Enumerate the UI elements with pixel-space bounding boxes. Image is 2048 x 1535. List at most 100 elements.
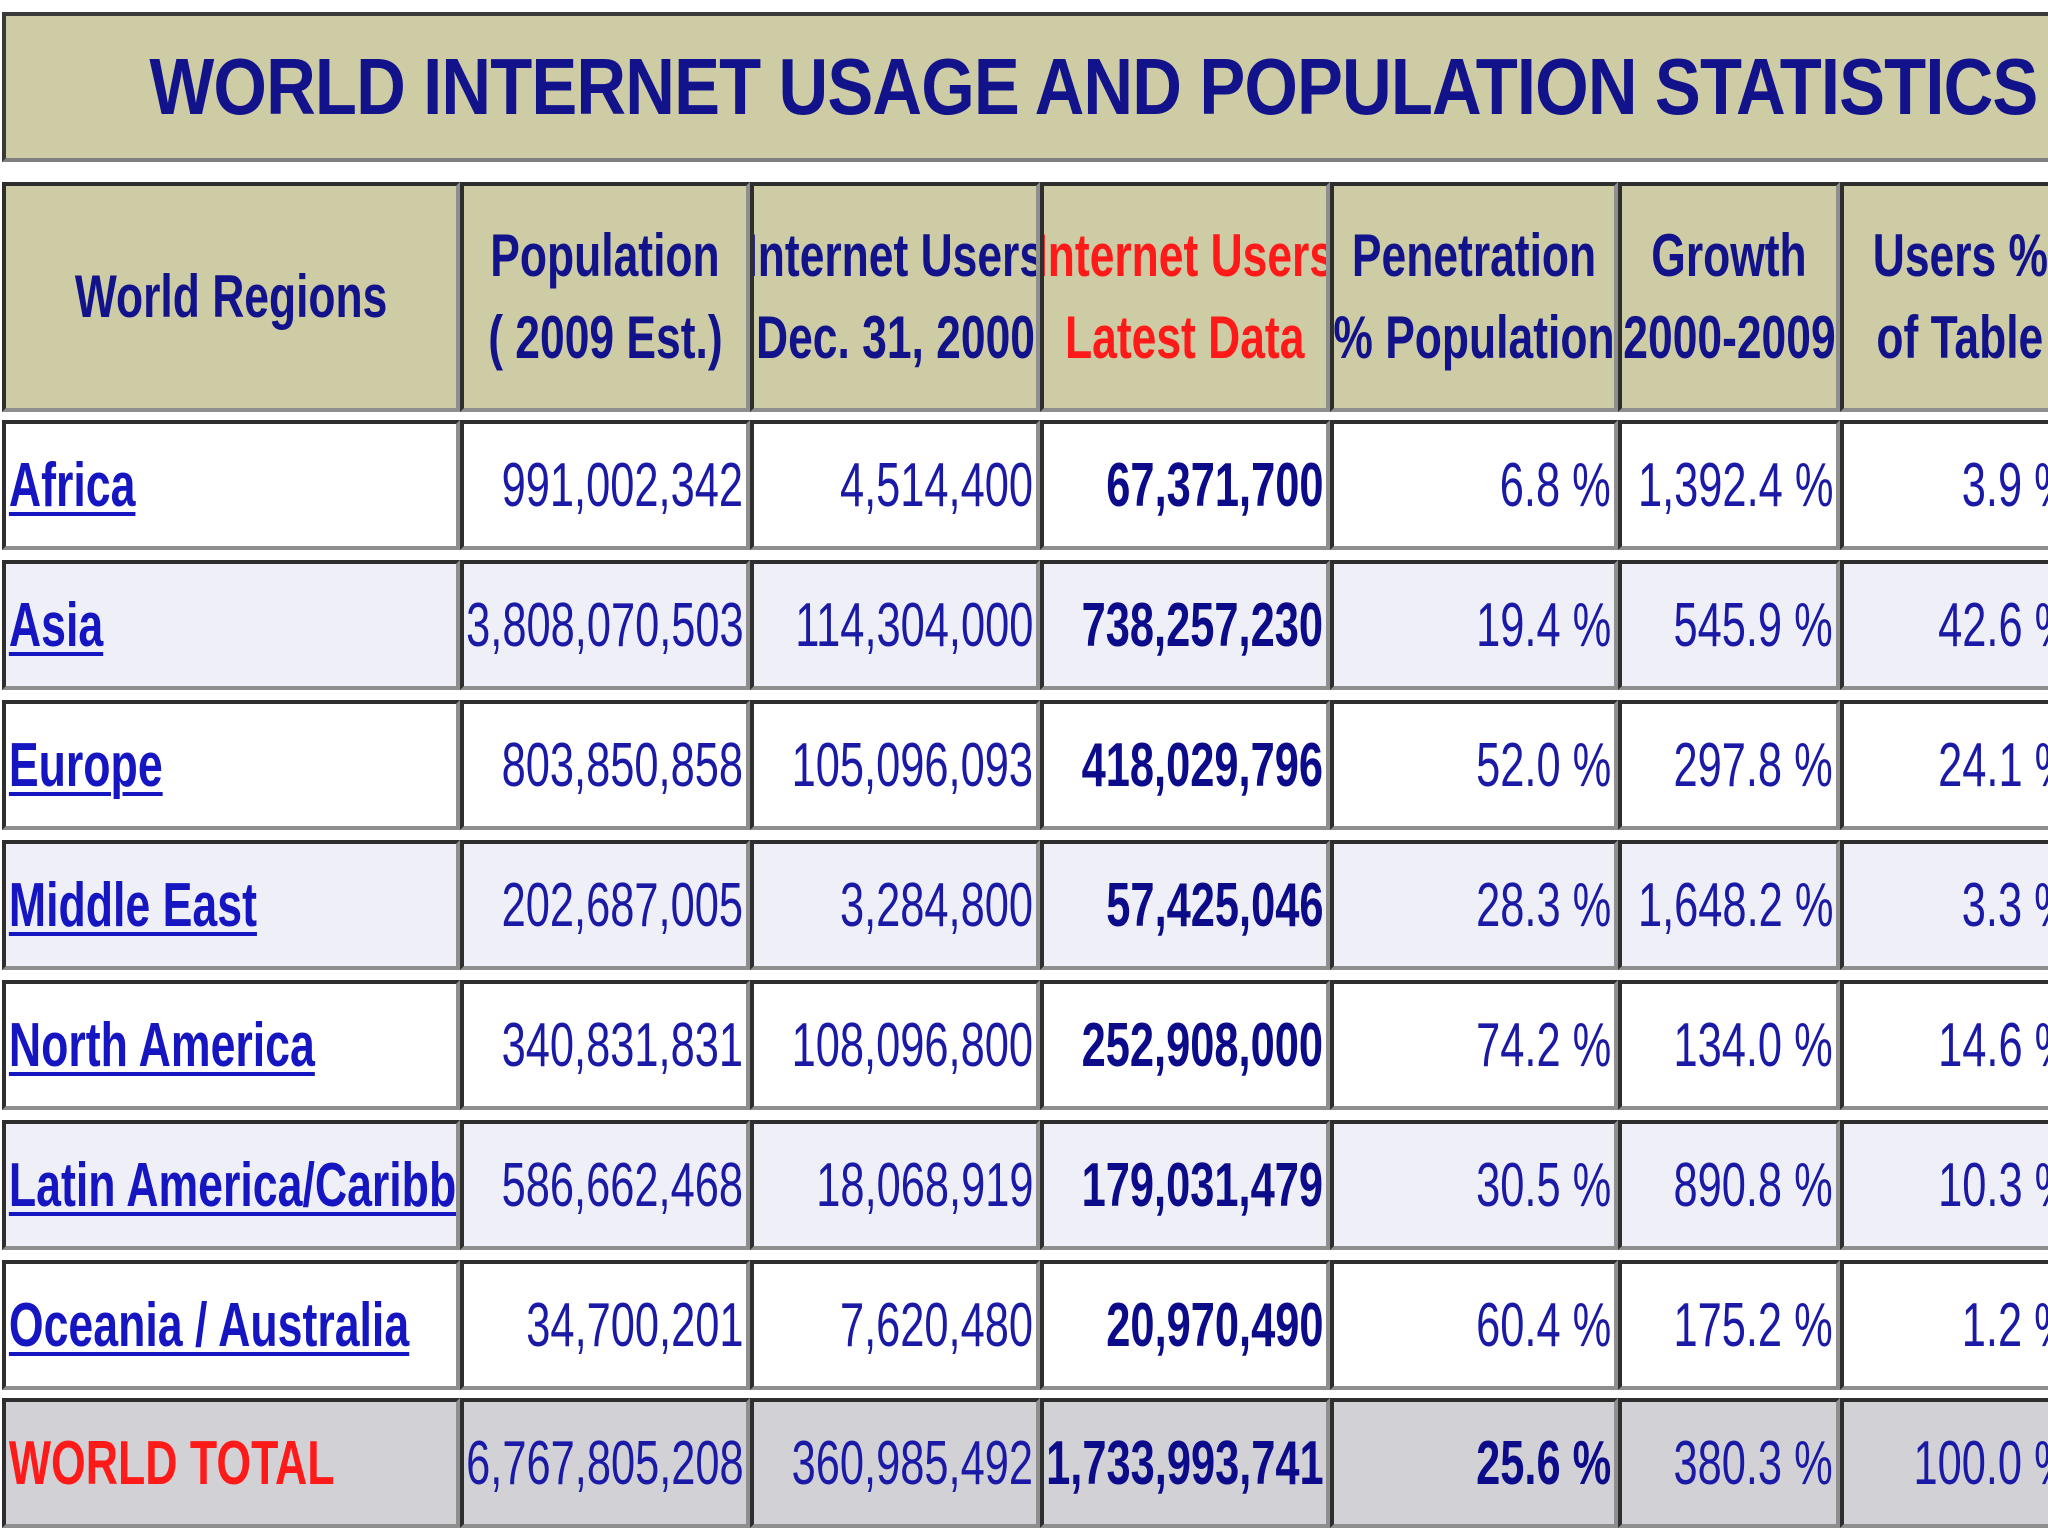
population-cell: 202,687,005 [460, 840, 750, 970]
growth-value: 1,648.2 % [1637, 870, 1834, 940]
population-value: 6,767,805,208 [465, 1428, 744, 1498]
column-header-line: Latest Data [1065, 304, 1305, 371]
region-link[interactable]: North America [8, 1010, 315, 1080]
users-pct-cell: 24.1 % [1840, 700, 2048, 830]
users-2000-value: 7,620,480 [840, 1290, 1034, 1360]
column-header: Penetration (% Population) [1330, 182, 1618, 412]
column-header-label: World Regions [20, 257, 442, 337]
column-header-line: Users % [1872, 222, 2048, 289]
users-pct-cell: 10.3 % [1840, 1120, 2048, 1250]
population-value: 340,831,831 [501, 1010, 744, 1080]
world-total-label-cell: WORLD TOTAL [2, 1398, 460, 1528]
growth-value: 380.3 % [1673, 1428, 1834, 1498]
region-link[interactable]: Africa [8, 450, 136, 520]
column-header: Population ( 2009 Est.) [460, 182, 750, 412]
users-pct-cell: 100.0 % [1840, 1398, 2048, 1528]
penetration-value: 6.8 % [1500, 450, 1612, 520]
region-link[interactable]: Europe [8, 730, 163, 800]
growth-value: 890.8 % [1673, 1150, 1834, 1220]
region-link[interactable]: Oceania / Australia [8, 1290, 410, 1360]
column-header: Internet Users Dec. 31, 2000 [750, 182, 1040, 412]
penetration-value: 52.0 % [1476, 730, 1612, 800]
column-header-line: Internet Users [750, 222, 1040, 289]
users-2000-value: 360,985,492 [791, 1428, 1034, 1498]
growth-value: 1,392.4 % [1637, 450, 1834, 520]
penetration-value: 60.4 % [1476, 1290, 1612, 1360]
users-pct-value: 3.3 % [1962, 870, 2048, 940]
column-header-line: Growth [1651, 222, 1807, 289]
column-header: World Regions [2, 182, 460, 412]
users-2000-cell: 108,096,800 [750, 980, 1040, 1110]
region-cell: Africa [2, 420, 460, 550]
region-cell: Europe [2, 700, 460, 830]
column-header-line: ( 2009 Est.) [487, 304, 723, 371]
penetration-value: 30.5 % [1476, 1150, 1612, 1220]
users-latest-cell: 20,970,490 [1040, 1260, 1330, 1390]
region-cell: Asia [2, 560, 460, 690]
region-cell: Oceania / Australia [2, 1260, 460, 1390]
region-link[interactable]: Latin America/Caribbean [8, 1150, 457, 1220]
users-latest-cell: 1,733,993,741 [1040, 1398, 1330, 1528]
users-latest-cell: 252,908,000 [1040, 980, 1330, 1110]
population-cell: 803,850,858 [460, 700, 750, 830]
growth-cell: 1,648.2 % [1618, 840, 1840, 970]
users-latest-cell: 179,031,479 [1040, 1120, 1330, 1250]
table-title: WORLD INTERNET USAGE AND POPULATION STAT… [149, 42, 2038, 131]
users-2000-value: 3,284,800 [840, 870, 1034, 940]
region-link[interactable]: Middle East [8, 870, 257, 940]
column-header-line: World Regions [74, 263, 388, 330]
column-header-line: Population [490, 222, 720, 289]
world-total-label: WORLD TOTAL [8, 1428, 335, 1498]
column-header-line: Dec. 31, 2000 [755, 304, 1035, 371]
growth-value: 297.8 % [1673, 730, 1834, 800]
column-header-label: Penetration (% Population) [1334, 215, 1614, 379]
users-pct-value: 14.6 % [1938, 1010, 2048, 1080]
penetration-value: 28.3 % [1476, 870, 1612, 940]
users-latest-value: 57,425,046 [1105, 870, 1324, 940]
penetration-cell: 25.6 % [1330, 1398, 1618, 1528]
table-title-bar: WORLD INTERNET USAGE AND POPULATION STAT… [2, 12, 2048, 162]
column-header-label: Internet Users Latest Data [1040, 215, 1330, 379]
users-2000-cell: 105,096,093 [750, 700, 1040, 830]
penetration-cell: 28.3 % [1330, 840, 1618, 970]
penetration-value: 19.4 % [1476, 590, 1612, 660]
population-cell: 340,831,831 [460, 980, 750, 1110]
users-pct-value: 42.6 % [1938, 590, 2048, 660]
users-2000-value: 108,096,800 [791, 1010, 1034, 1080]
users-latest-cell: 57,425,046 [1040, 840, 1330, 970]
users-pct-value: 24.1 % [1938, 730, 2048, 800]
users-2000-cell: 4,514,400 [750, 420, 1040, 550]
penetration-cell: 60.4 % [1330, 1260, 1618, 1390]
growth-cell: 380.3 % [1618, 1398, 1840, 1528]
growth-value: 545.9 % [1673, 590, 1834, 660]
column-header-line: Penetration [1351, 222, 1597, 289]
users-2000-value: 105,096,093 [791, 730, 1034, 800]
penetration-cell: 30.5 % [1330, 1120, 1618, 1250]
users-latest-value: 252,908,000 [1081, 1010, 1324, 1080]
penetration-value: 25.6 % [1476, 1428, 1612, 1498]
growth-cell: 890.8 % [1618, 1120, 1840, 1250]
region-link[interactable]: Asia [8, 590, 104, 660]
column-header-label: Growth 2000-2009 [1622, 215, 1836, 379]
growth-cell: 1,392.4 % [1618, 420, 1840, 550]
population-value: 3,808,070,503 [465, 590, 744, 660]
population-cell: 6,767,805,208 [460, 1398, 750, 1528]
users-pct-cell: 1.2 % [1840, 1260, 2048, 1390]
population-cell: 586,662,468 [460, 1120, 750, 1250]
population-value: 202,687,005 [501, 870, 744, 940]
users-pct-cell: 3.9 % [1840, 420, 2048, 550]
population-value: 991,002,342 [501, 450, 744, 520]
users-pct-value: 1.2 % [1962, 1290, 2048, 1360]
region-cell: North America [2, 980, 460, 1110]
users-latest-value: 418,029,796 [1081, 730, 1324, 800]
growth-cell: 175.2 % [1618, 1260, 1840, 1390]
users-2000-cell: 18,068,919 [750, 1120, 1040, 1250]
column-header-label: Users % of Table [1844, 215, 2048, 379]
column-header-line: Internet Users [1040, 222, 1330, 289]
population-value: 34,700,201 [525, 1290, 744, 1360]
users-2000-value: 18,068,919 [815, 1150, 1034, 1220]
region-cell: Latin America/Caribbean [2, 1120, 460, 1250]
growth-cell: 134.0 % [1618, 980, 1840, 1110]
users-pct-cell: 14.6 % [1840, 980, 2048, 1110]
users-latest-value: 738,257,230 [1081, 590, 1324, 660]
